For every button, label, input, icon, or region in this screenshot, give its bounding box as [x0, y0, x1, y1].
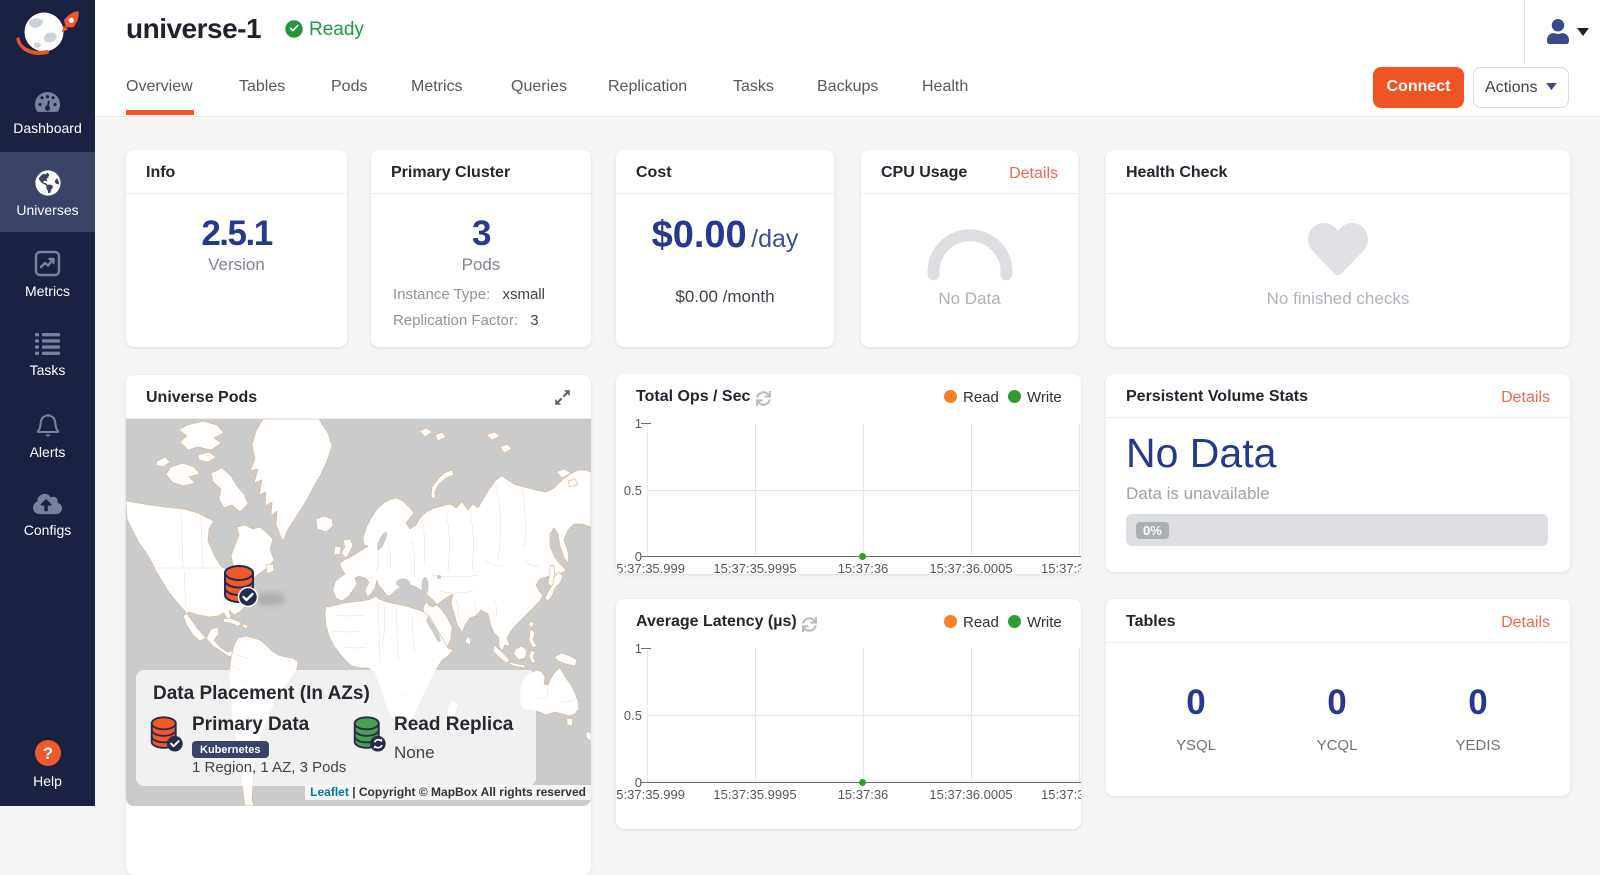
svg-text:?: ? — [42, 744, 52, 763]
